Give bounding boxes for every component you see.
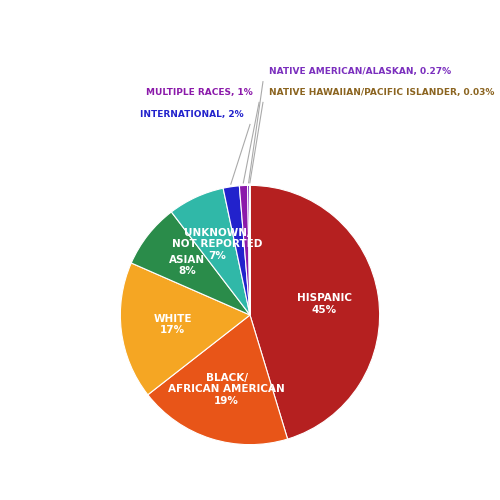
Wedge shape: [120, 263, 250, 395]
Wedge shape: [248, 186, 250, 315]
Text: HISPANIC
45%: HISPANIC 45%: [297, 293, 352, 315]
Text: NATIVE HAWAIIAN/PACIFIC ISLANDER, 0.03%: NATIVE HAWAIIAN/PACIFIC ISLANDER, 0.03%: [270, 88, 495, 96]
Wedge shape: [172, 188, 250, 315]
Text: UNKNOWN/
NOT REPORTED
7%: UNKNOWN/ NOT REPORTED 7%: [172, 228, 262, 261]
Wedge shape: [223, 186, 250, 315]
Text: BLACK/
AFRICAN AMERICAN
19%: BLACK/ AFRICAN AMERICAN 19%: [168, 372, 285, 406]
Text: INTERNATIONAL, 2%: INTERNATIONAL, 2%: [140, 110, 244, 118]
Text: WHITE
17%: WHITE 17%: [154, 314, 192, 336]
Wedge shape: [250, 186, 380, 439]
Wedge shape: [132, 212, 250, 315]
Text: ASIAN
8%: ASIAN 8%: [168, 254, 205, 276]
Wedge shape: [240, 186, 250, 315]
Text: NATIVE AMERICAN/ALASKAN, 0.27%: NATIVE AMERICAN/ALASKAN, 0.27%: [270, 67, 452, 76]
Text: MULTIPLE RACES, 1%: MULTIPLE RACES, 1%: [146, 88, 252, 96]
Wedge shape: [148, 315, 288, 444]
